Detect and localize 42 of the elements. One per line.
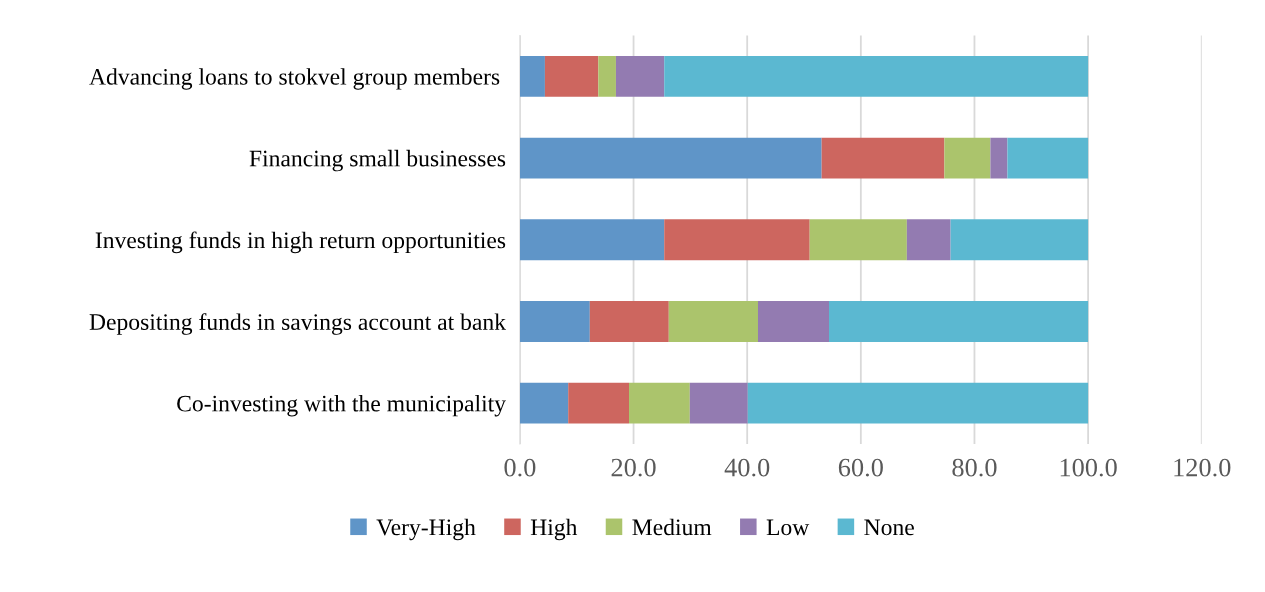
legend-label: Medium — [632, 518, 712, 536]
x-tick-label: 20.0 — [611, 458, 656, 477]
bar — [668, 301, 758, 342]
bar — [615, 55, 665, 97]
legend-label: High — [530, 518, 578, 541]
legend-label: Very-High — [376, 518, 476, 541]
x-tick-label: 80.0 — [952, 458, 997, 477]
bar — [589, 301, 669, 342]
bar — [519, 137, 822, 179]
bar — [829, 301, 1089, 342]
bar — [629, 382, 690, 424]
y-tick-label: Depositing funds in savings account at bank — [89, 313, 507, 335]
bar — [598, 55, 616, 97]
x-tick-label: 0.0 — [504, 458, 536, 477]
legend-label: None — [864, 519, 914, 536]
x-tick-label: 60.0 — [838, 458, 883, 477]
bar — [568, 382, 630, 424]
x-tick-label: 120.0 — [1174, 458, 1231, 477]
x-tick-label: 40.0 — [724, 458, 770, 477]
bar — [809, 219, 907, 261]
bar — [821, 137, 945, 179]
y-tick-label: Financing small businesses — [249, 149, 506, 172]
x-tick-label: 100.0 — [1060, 458, 1117, 477]
bar — [519, 382, 569, 424]
bar — [519, 301, 590, 342]
bar — [944, 137, 991, 179]
bar — [519, 219, 665, 261]
bar — [950, 219, 1089, 261]
bar — [689, 382, 748, 424]
bar — [757, 301, 830, 342]
bar — [990, 137, 1008, 179]
legend-label: Low — [766, 519, 810, 536]
bar — [906, 219, 951, 261]
y-tick-label: Co-investing with the municipality — [177, 394, 506, 417]
bar — [544, 55, 599, 97]
bar — [664, 219, 810, 261]
y-tick-label: Advancing loans to stokvel group members — [89, 68, 500, 90]
y-tick-label: Investing funds in high return opportunities — [95, 231, 506, 254]
bar — [747, 382, 1089, 424]
bar — [1007, 137, 1089, 179]
bar — [664, 55, 1089, 97]
bar — [519, 55, 545, 97]
